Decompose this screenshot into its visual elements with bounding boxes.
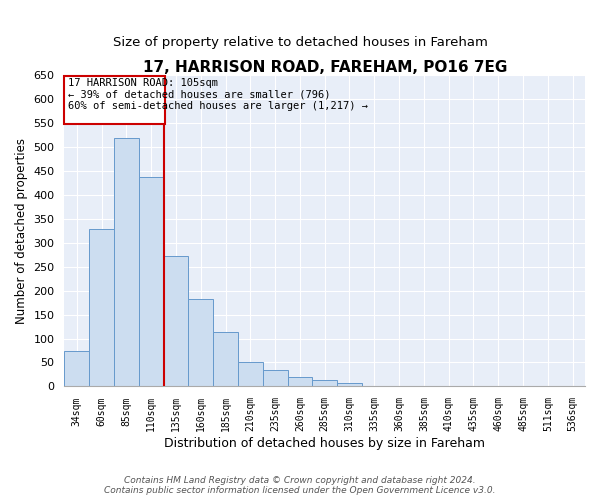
- Bar: [64, 350, 89, 386]
- Y-axis label: Number of detached properties: Number of detached properties: [15, 138, 28, 324]
- Bar: [89, 229, 114, 386]
- Bar: [238, 362, 263, 386]
- Text: Size of property relative to detached houses in Fareham: Size of property relative to detached ho…: [113, 36, 487, 49]
- Text: Contains HM Land Registry data © Crown copyright and database right 2024.
Contai: Contains HM Land Registry data © Crown c…: [104, 476, 496, 495]
- Bar: [337, 382, 362, 386]
- Bar: [313, 380, 337, 386]
- Bar: [213, 332, 238, 386]
- Bar: [287, 378, 313, 386]
- Bar: [139, 177, 164, 386]
- X-axis label: Distribution of detached houses by size in Fareham: Distribution of detached houses by size …: [164, 437, 485, 450]
- Bar: [64, 76, 165, 124]
- Text: 17 HARRISON ROAD: 105sqm
← 39% of detached houses are smaller (796)
60% of semi-: 17 HARRISON ROAD: 105sqm ← 39% of detach…: [68, 78, 368, 112]
- Title: 17, HARRISON ROAD, FAREHAM, PO16 7EG: 17, HARRISON ROAD, FAREHAM, PO16 7EG: [143, 60, 507, 75]
- Bar: [263, 370, 287, 386]
- Bar: [114, 138, 139, 386]
- Bar: [164, 256, 188, 386]
- Bar: [188, 298, 213, 386]
